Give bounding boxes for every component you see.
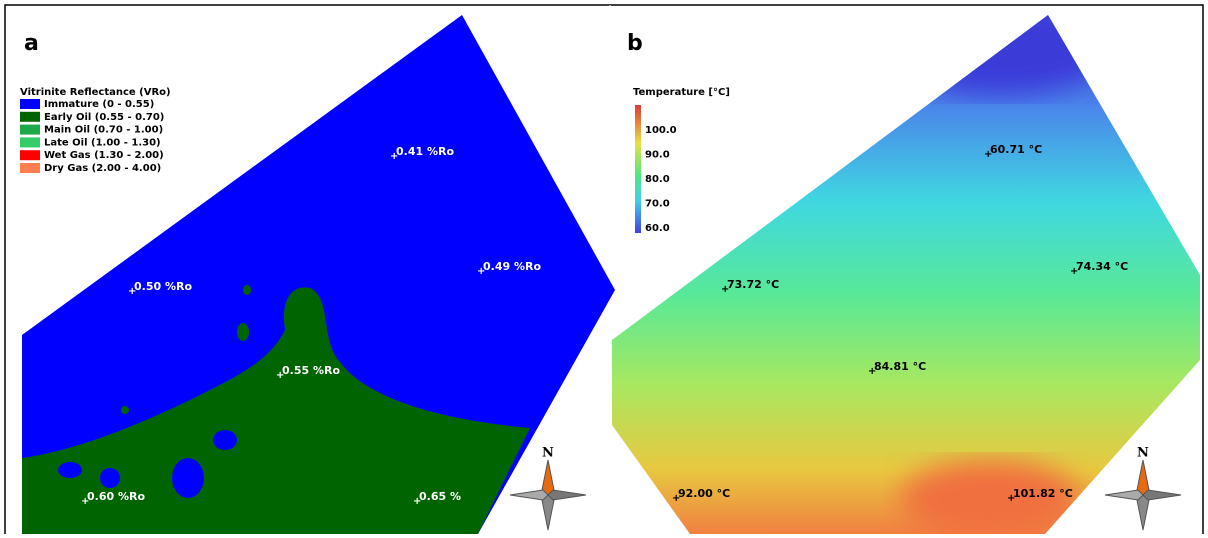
- legend-label: Late Oil (1.00 - 1.30): [44, 137, 161, 148]
- legend-swatch: [20, 137, 40, 147]
- well-label: 60.71 °C: [990, 143, 1042, 156]
- legend-swatch: [20, 150, 40, 160]
- legend-label: Main Oil (0.70 - 1.00): [44, 125, 163, 136]
- compass-n: N: [542, 446, 554, 461]
- legend-swatch: [20, 112, 40, 122]
- well-label: 0.60 %Ro: [87, 490, 145, 503]
- panel-label: a: [24, 31, 39, 56]
- cool-spot: [890, 5, 1110, 95]
- well-label: 0.49 %Ro: [483, 260, 541, 273]
- well-label: 73.72 °C: [727, 278, 779, 291]
- well-label: 0.65 %: [419, 490, 461, 503]
- well-label: 0.41 %Ro: [396, 145, 454, 158]
- compass-arm: [548, 490, 586, 500]
- well-label: 74.34 °C: [1076, 260, 1128, 273]
- legend-swatch: [20, 99, 40, 109]
- compass-arm: [1137, 460, 1149, 495]
- compass-arm: [542, 495, 554, 530]
- legend-swatch: [20, 125, 40, 135]
- colorbar-title: Temperature [°C]: [633, 87, 730, 98]
- well-label: 0.55 %Ro: [282, 364, 340, 377]
- compass-arm: [542, 460, 554, 495]
- legend-label: Dry Gas (2.00 - 4.00): [44, 163, 161, 174]
- colorbar-tick: 90.0: [645, 150, 670, 161]
- legend-label: Wet Gas (1.30 - 2.00): [44, 150, 164, 161]
- legend-label: Early Oil (0.55 - 0.70): [44, 112, 164, 123]
- panel-label: b: [627, 31, 643, 56]
- well-label: 84.81 °C: [874, 360, 926, 373]
- compass-n: N: [1137, 446, 1149, 461]
- colorbar-tick: 60.0: [645, 223, 670, 234]
- well-label: 92.00 °C: [678, 487, 730, 500]
- compass-arm: [1137, 495, 1149, 530]
- colorbar: [635, 105, 641, 233]
- figure: a b Vitrinite Reflectance (VRo)Immature (0…: [0, 0, 1208, 534]
- colorbar-tick: 100.0: [645, 125, 677, 136]
- legend-title: Vitrinite Reflectance (VRo): [20, 87, 171, 98]
- colorbar-tick: 80.0: [645, 174, 670, 185]
- well-label: 101.82 °C: [1013, 487, 1073, 500]
- compass-arm: [510, 490, 548, 500]
- compass-arm: [1105, 490, 1143, 500]
- well-label: 0.50 %Ro: [134, 280, 192, 293]
- compass-arm: [1143, 490, 1181, 500]
- legend-label: Immature (0 - 0.55): [44, 99, 154, 110]
- colorbar-tick: 70.0: [645, 199, 670, 210]
- legend-swatch: [20, 163, 40, 173]
